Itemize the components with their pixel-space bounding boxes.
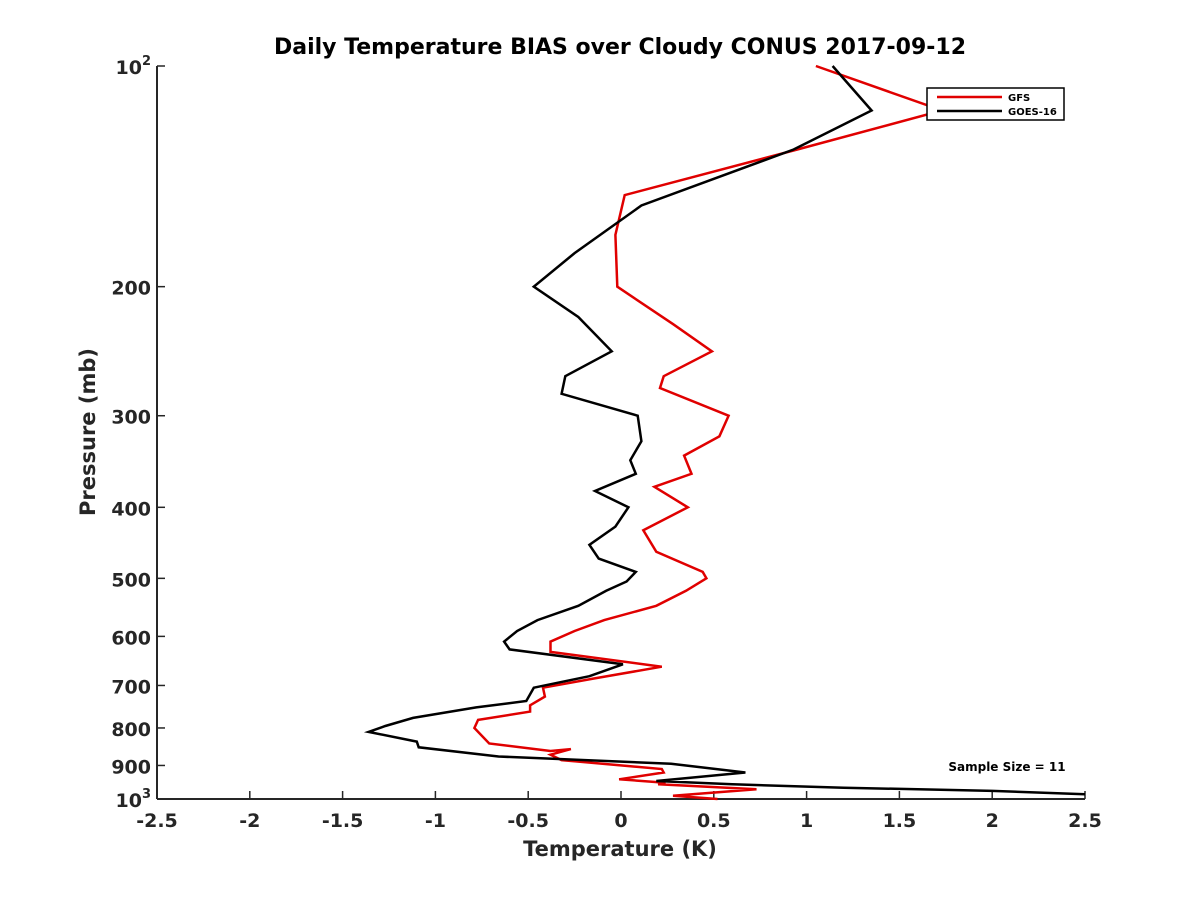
x-tick-label: 1 xyxy=(800,810,813,832)
y-tick-label: 400 xyxy=(111,498,151,520)
chart-title: Daily Temperature BIAS over Cloudy CONUS… xyxy=(274,35,966,60)
series-line-goes-16 xyxy=(363,65,1086,796)
y-tick-label: 500 xyxy=(111,569,151,591)
x-axis-label: Temperature (K) xyxy=(523,837,717,861)
series-line-gfs xyxy=(472,64,947,801)
x-tick-label: -1.5 xyxy=(322,810,364,832)
y-tick-label: 900 xyxy=(111,756,151,778)
x-tick-label: -0.5 xyxy=(507,810,549,832)
x-tick-label: -2 xyxy=(239,810,260,832)
legend-label-gfs: GFS xyxy=(1008,93,1030,104)
x-tick-label: -1 xyxy=(425,810,446,832)
y-tick-label: 600 xyxy=(111,627,151,649)
x-tick-label: 0 xyxy=(614,810,627,832)
x-tick-label: 0.5 xyxy=(697,810,731,832)
y-tick-label: 300 xyxy=(111,407,151,429)
y-tick-label: 103 xyxy=(116,787,152,812)
y-axis-label: Pressure (mb) xyxy=(76,348,100,516)
plot-area: -2.5 -2 -1.5 -1 -0.5 0 0.5 1 1.5 2 2.5 102 200 300 400… xyxy=(111,54,1102,832)
y-tick-label: 200 xyxy=(111,278,151,300)
y-tick-label: 700 xyxy=(111,676,151,698)
legend-label-goes-16: GOES-16 xyxy=(1008,107,1057,118)
legend: GFS GOES-16 xyxy=(926,87,1065,121)
y-tick-label: 102 xyxy=(116,54,152,79)
legend-box xyxy=(926,87,1065,121)
x-tick-label: 2.5 xyxy=(1068,810,1102,832)
sample-size-annotation: Sample Size = 11 xyxy=(948,760,1065,774)
y-tick-label: 800 xyxy=(111,719,151,741)
x-tick-label: -2.5 xyxy=(136,810,178,832)
x-tick-label: 1.5 xyxy=(883,810,917,832)
x-tick-label: 2 xyxy=(986,810,999,832)
